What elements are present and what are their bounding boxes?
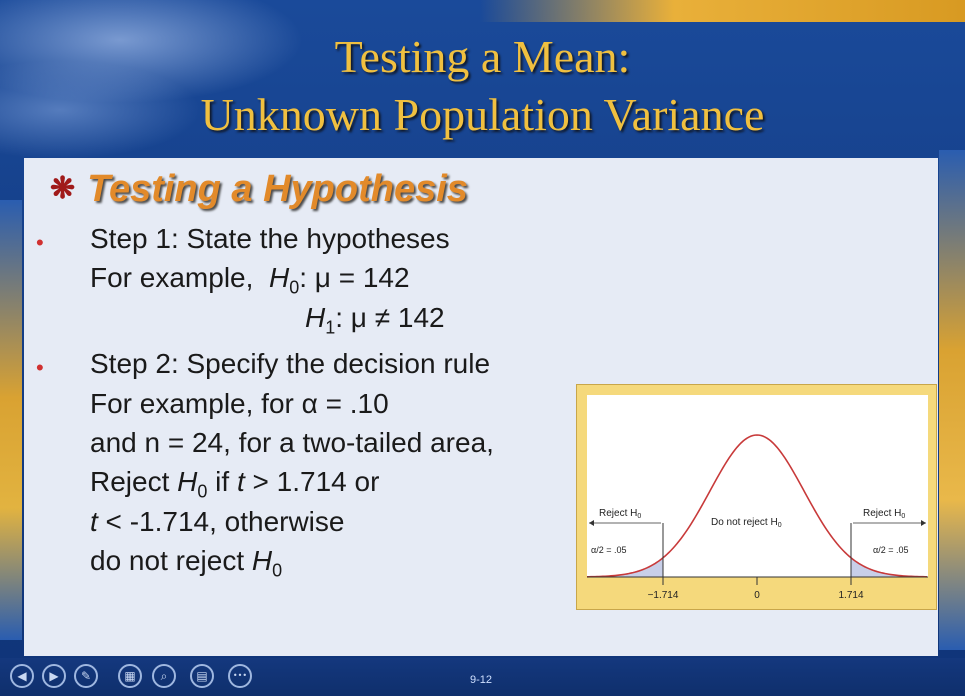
t-distribution-figure: Reject H0 Reject H0 Do not reject H0 α/2… — [576, 384, 937, 610]
star-icon: ❋ — [50, 172, 76, 205]
slide-title-line2: Unknown Population Variance — [200, 89, 765, 140]
step2-line3: Reject H0 if t > 1.714 or — [90, 466, 379, 503]
step2-line1: For example, for α = .10 — [90, 388, 389, 419]
h0-symbol: H — [177, 466, 198, 497]
decorative-left-band — [0, 200, 22, 640]
h0-symbol: H — [251, 545, 273, 576]
right-arrowhead — [921, 520, 926, 526]
tick-label-center: 0 — [754, 590, 760, 601]
forward-icon[interactable]: ▶ — [42, 664, 66, 688]
step2-line4: t < -1.714, otherwise — [90, 506, 344, 538]
bullet-icon: • — [36, 230, 44, 255]
more-icon[interactable]: ••• — [228, 664, 252, 688]
h1-hypothesis: : μ ≠ 142 — [335, 302, 445, 333]
reject-left-label: Reject H0 — [599, 508, 641, 520]
section-heading-text: Testing a Hypothesis — [87, 168, 468, 210]
h0-symbol: H — [268, 262, 290, 293]
step2-title: Step 2: Specify the decision rule — [90, 348, 491, 379]
step1-title: Step 1: State the hypotheses — [90, 223, 450, 254]
tick-label-right: 1.714 — [838, 590, 863, 601]
h0-subscript: 0 — [289, 277, 300, 298]
plot-area — [587, 395, 928, 577]
example-prefix: For example, — [90, 262, 254, 293]
decorative-gold-band — [480, 0, 965, 22]
do-not-reject-text: do not reject — [90, 545, 252, 576]
alpha-right-label: α/2 = .05 — [873, 545, 908, 555]
t-symbol: t — [90, 506, 98, 537]
reject-right-label: Reject H0 — [863, 508, 905, 520]
slide-title-line1: Testing a Mean: — [334, 31, 631, 82]
h1-symbol: H — [305, 302, 326, 333]
h0-subscript: 0 — [197, 481, 208, 502]
t-distribution-plot: Reject H0 Reject H0 Do not reject H0 α/2… — [586, 395, 928, 601]
left-arrowhead — [589, 520, 594, 526]
page-number: 9-12 — [470, 674, 493, 686]
reject-text: Reject — [90, 466, 178, 497]
h1-subscript: 1 — [325, 317, 336, 338]
distribution-curve — [586, 434, 928, 578]
pen-icon[interactable]: ✎ — [74, 664, 98, 688]
decorative-right-band — [939, 150, 965, 650]
tick-label-left: −1.714 — [648, 590, 679, 601]
decorative-swirl — [0, 0, 965, 160]
upper-condition: > 1.714 or — [244, 466, 380, 497]
menu-icon[interactable]: ▤ — [190, 664, 214, 688]
step2-line2: and n = 24, for a two-tailed area, — [90, 427, 494, 458]
step1-alternative: H1: μ ≠ 142 — [305, 302, 445, 339]
right-tail-area — [851, 557, 928, 577]
bullet-icon: • — [36, 355, 44, 380]
zoom-icon[interactable]: ⌕ — [152, 664, 176, 688]
h0-subscript: 0 — [272, 560, 283, 581]
back-icon[interactable]: ◀ — [10, 664, 34, 688]
t-symbol: t — [236, 466, 245, 497]
if-text: if — [207, 466, 237, 497]
h0-hypothesis: : μ = 142 — [299, 262, 410, 293]
lower-condition: < -1.714, otherwise — [97, 506, 345, 537]
left-tail-area — [587, 557, 663, 577]
alpha-left-label: α/2 = .05 — [591, 545, 626, 555]
section-heading: ❋ Testing a Hypothesis — [50, 168, 468, 211]
slides-icon[interactable]: ▦ — [118, 664, 142, 688]
do-not-reject-label: Do not reject H0 — [711, 517, 782, 529]
step1-example: For example, H0: μ = 142 — [90, 262, 410, 299]
step2-line5: do not reject H0 — [90, 545, 282, 582]
